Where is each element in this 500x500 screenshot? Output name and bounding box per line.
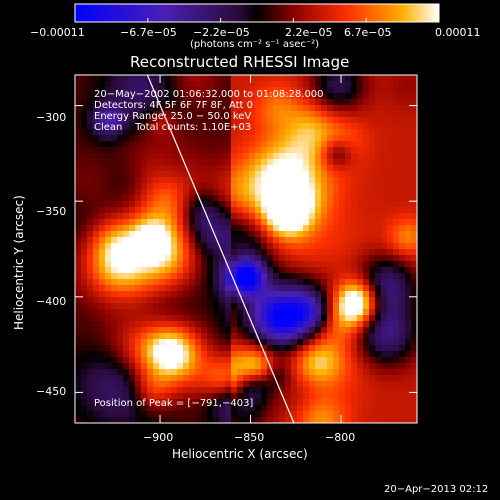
plot-frame: [74, 74, 418, 424]
x-tick-label-1: −850: [234, 431, 265, 444]
info-line-1: 20−May−2002 01:06:32.000 to 01:08:28.000: [94, 89, 324, 100]
colorbar-ticks: [74, 18, 440, 22]
colorbar-tick-label-3: 2.2e−05: [285, 26, 333, 39]
chart-title: Reconstructed RHESSI Image: [130, 53, 350, 71]
info-line-2: Detectors: 4F 5F 6F 7F 8F, Att 0: [94, 100, 254, 111]
colorbar-tick-label-2: −2.2e−05: [193, 26, 250, 39]
x-tick-label-0: −900: [143, 431, 174, 444]
colorbar: [74, 3, 440, 23]
footer-date: 20−Apr−2013 02:12: [384, 484, 489, 495]
axis-ticks: [75, 75, 417, 423]
x-axis-label: Heliocentric X (arcsec): [172, 447, 308, 461]
y-tick-label-1: −350: [36, 205, 67, 218]
y-tick-label-0: −300: [36, 111, 67, 124]
heatmap-image: [75, 75, 417, 423]
colorbar-unit-label: (photons cm⁻² s⁻¹ asec⁻²): [190, 39, 320, 50]
colorbar-tick-label-0: −0.00011: [30, 26, 85, 39]
peak-position-label: Position of Peak = [−791,−403]: [94, 398, 254, 409]
y-tick-label-3: −450: [36, 385, 67, 398]
colorbar-tick-label-4: 6.7e−05: [344, 26, 392, 39]
colorbar-tick-label-1: −6.7e−05: [120, 26, 177, 39]
y-axis-label: Heliocentric Y (arcsec): [12, 195, 26, 330]
solar-limb-line: [146, 75, 295, 423]
y-tick-label-2: −400: [36, 295, 67, 308]
x-tick-label-2: −800: [325, 431, 356, 444]
info-line-3: Energy Range: 25.0 − 50.0 keV: [94, 111, 252, 122]
colorbar-tick-label-5: 0.00011: [435, 26, 481, 39]
info-line-4: Clean Total counts: 1.10E+03: [94, 122, 252, 133]
